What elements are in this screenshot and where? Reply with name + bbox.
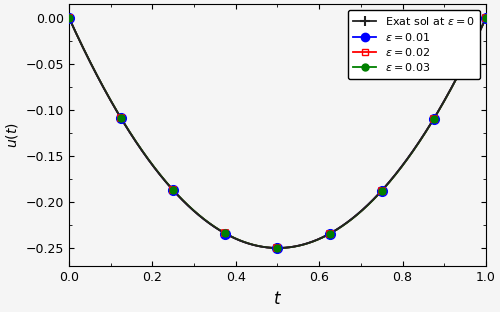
Y-axis label: $u(t)$: $u(t)$ xyxy=(4,122,20,148)
X-axis label: $t$: $t$ xyxy=(273,290,282,308)
Legend: Exat sol at $\varepsilon=0$, $\varepsilon=0.01$, $\varepsilon=0.02$, $\varepsilo: Exat sol at $\varepsilon=0$, $\varepsilo… xyxy=(348,10,480,79)
